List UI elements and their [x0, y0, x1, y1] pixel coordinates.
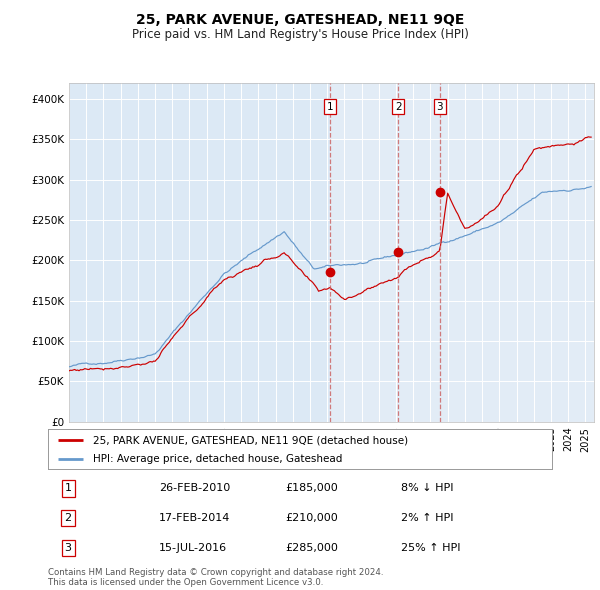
Text: 1: 1: [326, 102, 333, 112]
Text: 25, PARK AVENUE, GATESHEAD, NE11 9QE (detached house): 25, PARK AVENUE, GATESHEAD, NE11 9QE (de…: [94, 435, 409, 445]
Text: 3: 3: [436, 102, 443, 112]
Text: 2: 2: [395, 102, 401, 112]
Text: £185,000: £185,000: [285, 483, 338, 493]
Text: 8% ↓ HPI: 8% ↓ HPI: [401, 483, 454, 493]
Text: 2: 2: [65, 513, 72, 523]
Text: 2% ↑ HPI: 2% ↑ HPI: [401, 513, 454, 523]
Text: HPI: Average price, detached house, Gateshead: HPI: Average price, detached house, Gate…: [94, 454, 343, 464]
Text: £210,000: £210,000: [285, 513, 338, 523]
Text: Contains HM Land Registry data © Crown copyright and database right 2024.
This d: Contains HM Land Registry data © Crown c…: [48, 568, 383, 587]
Bar: [330, 83, 594, 422]
Text: 1: 1: [65, 483, 71, 493]
Text: 26-FEB-2010: 26-FEB-2010: [159, 483, 230, 493]
Text: 25, PARK AVENUE, GATESHEAD, NE11 9QE: 25, PARK AVENUE, GATESHEAD, NE11 9QE: [136, 13, 464, 27]
Text: £285,000: £285,000: [285, 543, 338, 553]
Text: 17-FEB-2014: 17-FEB-2014: [159, 513, 230, 523]
Text: Price paid vs. HM Land Registry's House Price Index (HPI): Price paid vs. HM Land Registry's House …: [131, 28, 469, 41]
Text: 15-JUL-2016: 15-JUL-2016: [159, 543, 227, 553]
Text: 25% ↑ HPI: 25% ↑ HPI: [401, 543, 460, 553]
Text: 3: 3: [65, 543, 71, 553]
